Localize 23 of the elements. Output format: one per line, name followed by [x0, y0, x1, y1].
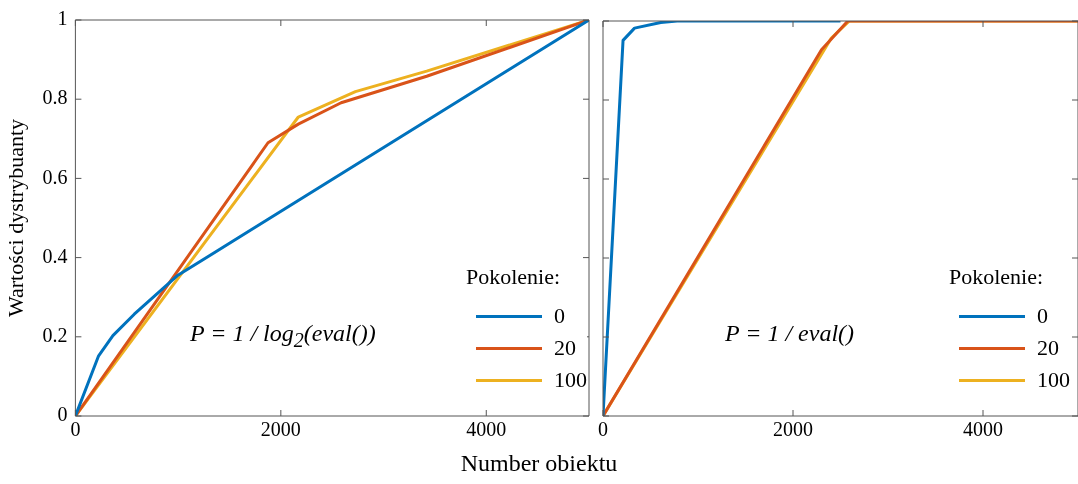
annotation: P = 1 / eval() — [725, 320, 855, 347]
y-tick-label: 0.4 — [42, 244, 68, 267]
y-axis-title: Wartości dystrybuanty — [2, 118, 28, 318]
legend-title: Pokolenie: — [466, 264, 562, 290]
x-tick-label: 0 — [598, 418, 608, 441]
y-tick-label: 0 — [57, 403, 68, 426]
legend-label: 100 — [554, 367, 587, 393]
legend-label: 0 — [554, 303, 565, 329]
legend-label: 0 — [1037, 303, 1048, 329]
x-axis-title: Number obiektu — [459, 450, 619, 477]
x-tick-label: 4000 — [963, 418, 1003, 441]
y-tick-label: 0.8 — [42, 86, 68, 109]
legend-label: 100 — [1037, 367, 1070, 393]
annotation: P = 1 / log$_{2}$(eval()) — [190, 320, 376, 352]
legend-label: 20 — [1037, 335, 1059, 361]
x-tick-label: 2000 — [260, 418, 301, 441]
x-tick-label: 4000 — [466, 418, 507, 441]
legend-label: 20 — [554, 335, 576, 361]
x-tick-label: 2000 — [773, 418, 813, 441]
y-tick-label: 0.2 — [42, 324, 68, 347]
y-tick-label: 1 — [57, 7, 68, 30]
y-tick-label: 0.6 — [42, 165, 68, 188]
legend-title: Pokolenie: — [949, 264, 1045, 290]
